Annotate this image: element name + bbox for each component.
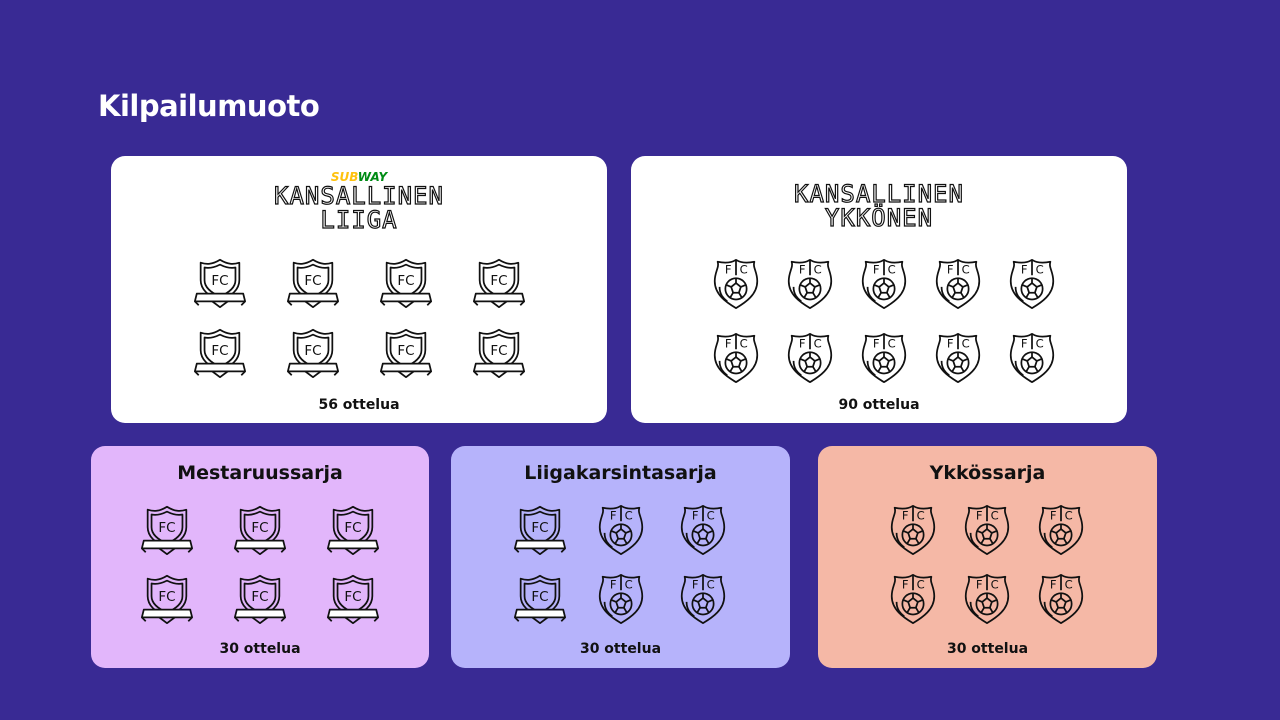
fc-football-crest-icon: [707, 331, 765, 385]
fc-football-crest-icon: [1032, 503, 1090, 557]
fc-shield-icon: [511, 572, 569, 626]
fc-football-crest-icon: [1032, 572, 1090, 626]
fc-football-crest-icon: [592, 503, 650, 557]
fc-football-crest-icon: [1003, 331, 1061, 385]
team-icons: [120, 503, 400, 626]
team-icons: [876, 503, 1098, 626]
team-icons: [699, 257, 1069, 385]
fc-football-crest-icon: [781, 331, 839, 385]
fc-shield-icon: [138, 572, 196, 626]
fc-shield-icon: [470, 256, 528, 310]
match-count: 30 ottelua: [579, 641, 662, 657]
card-mestaruussarja: Mestaruussarja 30 ottelua: [91, 446, 429, 668]
page-title: Kilpailumuoto: [98, 89, 320, 123]
card-kansallinen-liiga: SUBWAY KANSALLINEN LIIGA 56 ottelua: [111, 156, 607, 423]
fc-shield-icon: [470, 326, 528, 380]
kansallinen-ykkonen-logo: KANSALLINEN YKKÖNEN: [631, 180, 1127, 232]
fc-football-crest-icon: [674, 572, 732, 626]
fc-shield-icon: [511, 503, 569, 557]
fc-shield-icon: [324, 572, 382, 626]
fc-shield-icon: [191, 256, 249, 310]
fc-football-crest-icon: [884, 503, 942, 557]
match-count: 90 ottelua: [838, 397, 920, 413]
card-kansallinen-ykkonen: KANSALLINEN YKKÖNEN 90 ottelua: [631, 156, 1127, 423]
fc-shield-icon: [284, 326, 342, 380]
fc-football-crest-icon: [781, 257, 839, 311]
team-icons: [173, 256, 545, 380]
subway-logo: SUBWAY: [330, 170, 388, 184]
logo-line-2: YKKÖNEN: [824, 204, 934, 232]
card-heading: Mestaruussarja: [177, 462, 343, 484]
fc-shield-icon: [324, 503, 382, 557]
fc-football-crest-icon: [929, 257, 987, 311]
fc-football-crest-icon: [929, 331, 987, 385]
match-count: 30 ottelua: [946, 641, 1029, 657]
fc-football-crest-icon: [855, 331, 913, 385]
logo-line-1: KANSALLINEN: [273, 182, 444, 210]
match-count: 56 ottelua: [318, 397, 400, 413]
card-ykkossarja: Ykkössarja 30 ottelua: [818, 446, 1157, 668]
fc-shield-icon: [377, 256, 435, 310]
fc-football-crest-icon: [958, 503, 1016, 557]
logo-line-1: KANSALLINEN: [793, 180, 964, 208]
fc-football-crest-icon: [592, 572, 650, 626]
fc-football-crest-icon: [674, 503, 732, 557]
match-count: 30 ottelua: [219, 641, 301, 657]
fc-shield-icon: [231, 572, 289, 626]
logo-line-2: LIIGA: [320, 206, 398, 234]
fc-football-crest-icon: [1003, 257, 1061, 311]
fc-shield-icon: [284, 256, 342, 310]
card-heading: Liigakarsintasarja: [524, 462, 717, 484]
fc-football-crest-icon: [855, 257, 913, 311]
card-heading: Ykkössarja: [929, 462, 1046, 484]
fc-shield-icon: [231, 503, 289, 557]
fc-shield-icon: [191, 326, 249, 380]
kansallinen-liiga-logo: SUBWAY KANSALLINEN LIIGA: [111, 170, 607, 234]
team-icons: [499, 503, 744, 626]
card-liigakarsintasarja: Liigakarsintasarja 30 ottelua: [451, 446, 790, 668]
fc-shield-icon: [138, 503, 196, 557]
fc-shield-icon: [377, 326, 435, 380]
fc-football-crest-icon: [707, 257, 765, 311]
fc-football-crest-icon: [884, 572, 942, 626]
fc-football-crest-icon: [958, 572, 1016, 626]
